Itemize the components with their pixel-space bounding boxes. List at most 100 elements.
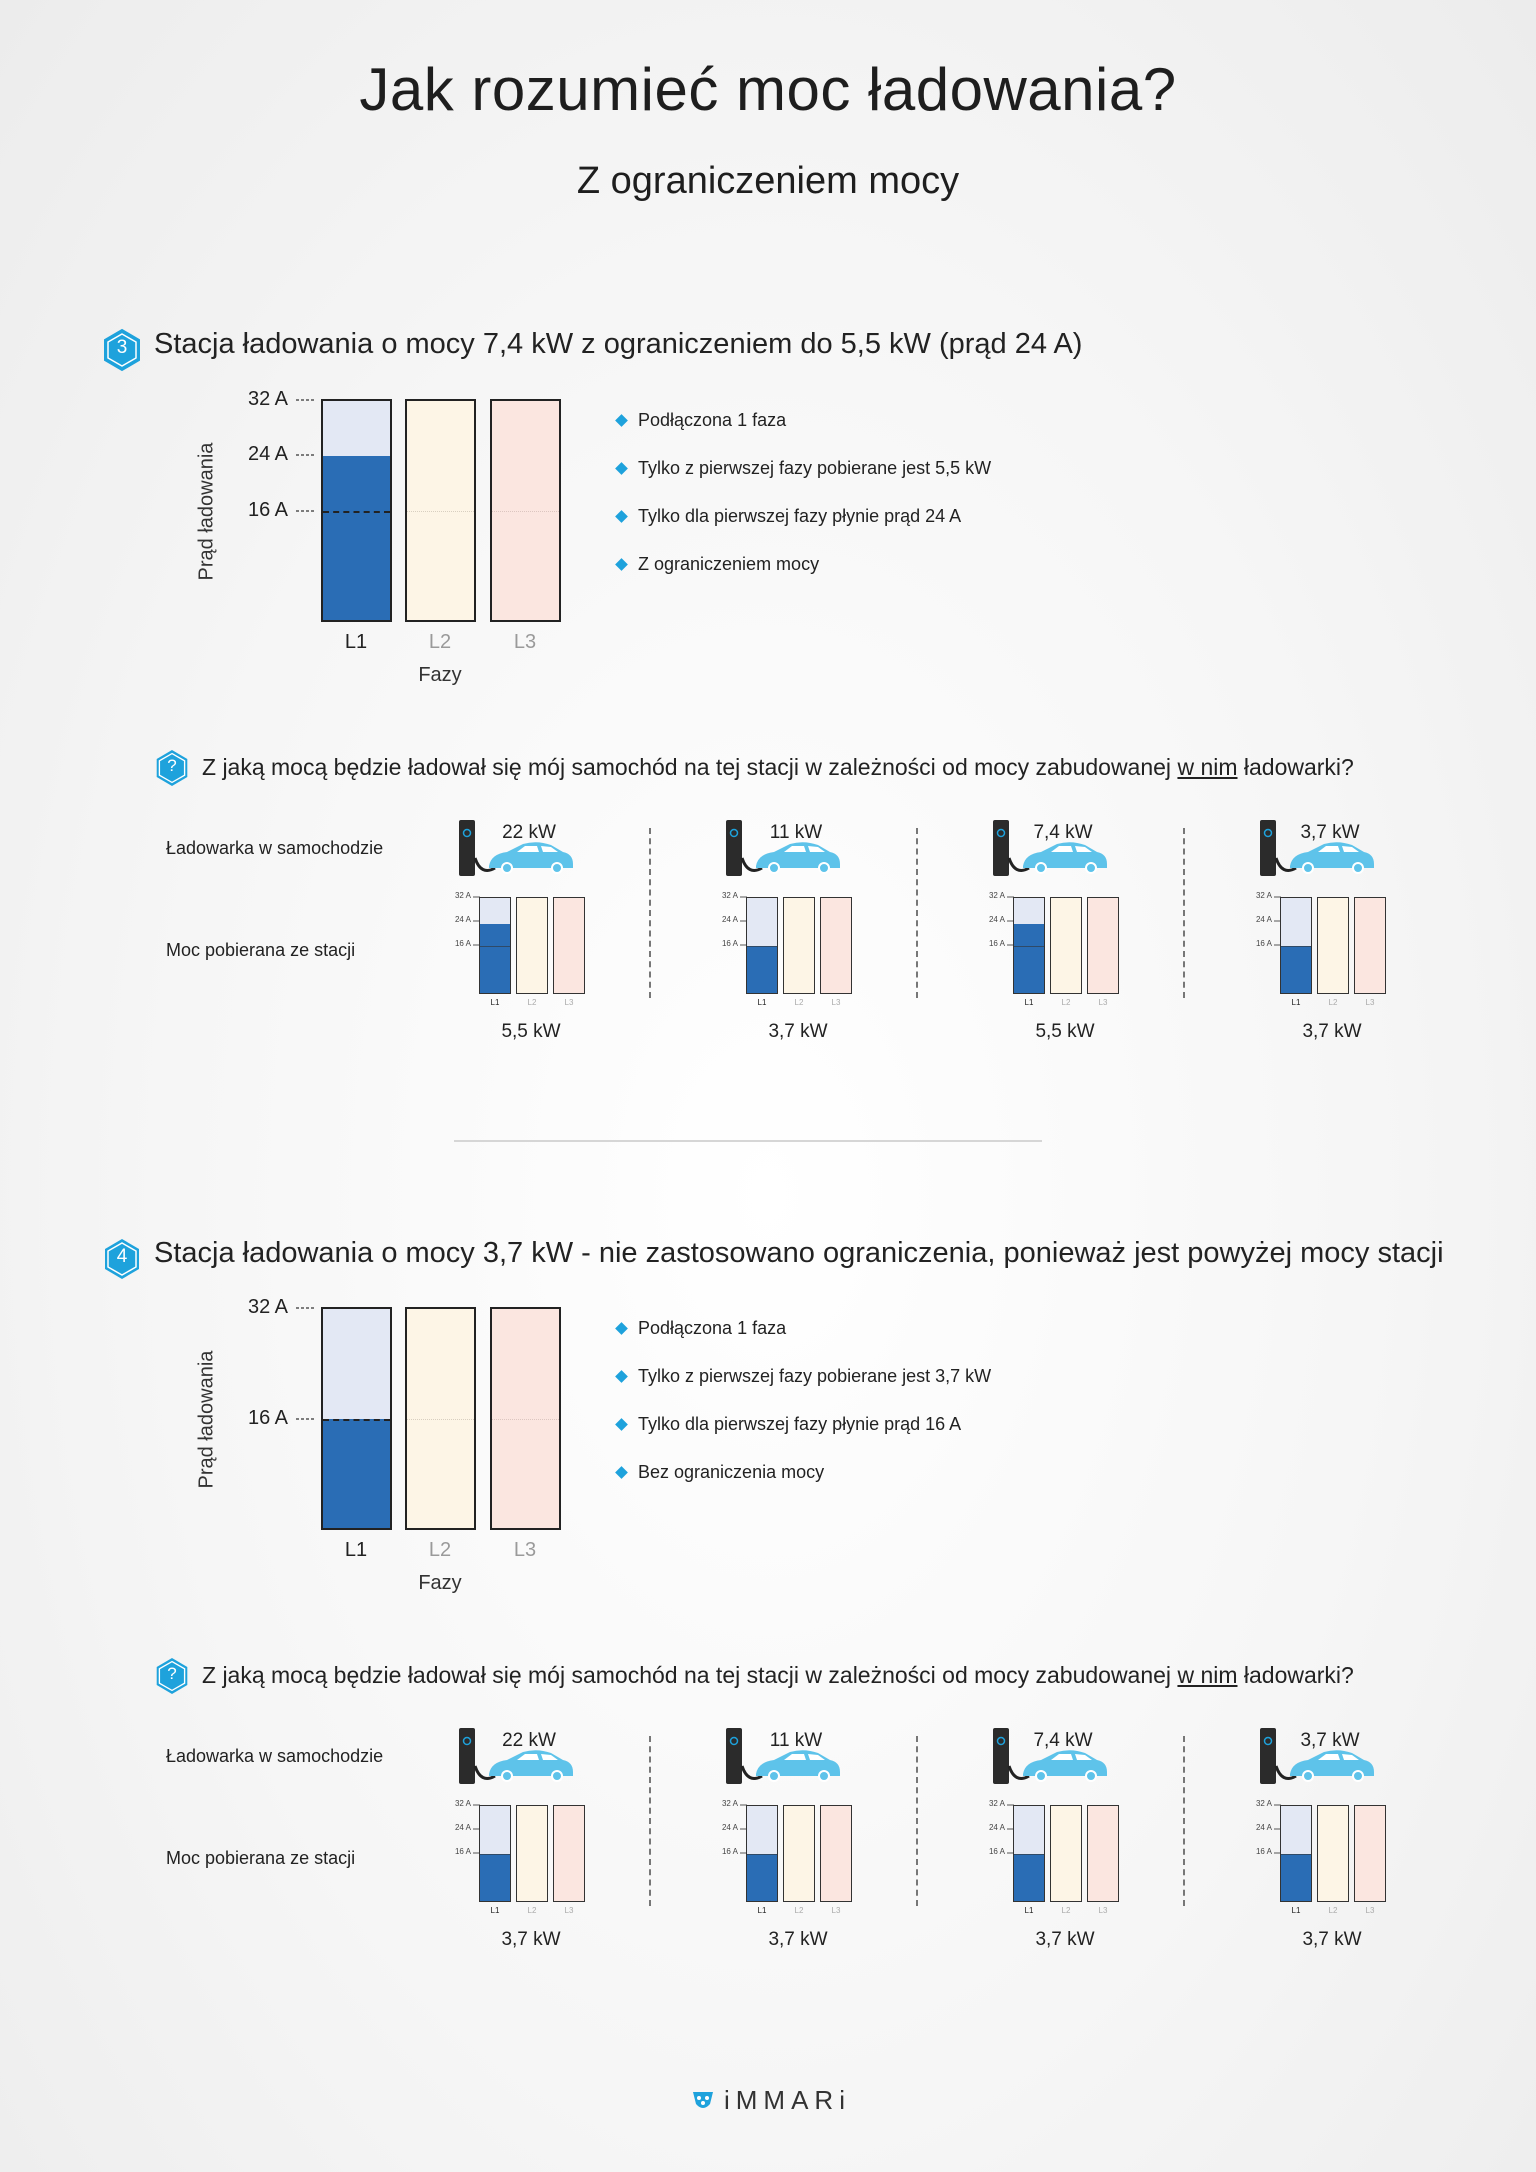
mini-16a-line — [1281, 1854, 1311, 1855]
result-power-label: 5,5 kW — [1035, 1021, 1095, 1042]
page-title: Jak rozumieć moc ładowania? — [359, 56, 1177, 123]
question-text: Z jaką mocą będzie ładował się mój samoc… — [202, 1662, 1354, 1688]
charger-car-icon — [726, 820, 840, 876]
mini-phase-label-l2: L2 — [1061, 1906, 1071, 1915]
mini-phase-bar-l2 — [516, 1805, 548, 1902]
charger-power-label: 3,7 kW — [1300, 822, 1360, 843]
mini-tick-marks — [1274, 1804, 1281, 1854]
scenario-separator — [916, 828, 918, 998]
mini-tick-label: 24 A — [988, 915, 1005, 924]
mini-tick-marks — [1007, 896, 1014, 946]
phase-label-l3: L3 — [513, 631, 537, 653]
mini-tick-label: 24 A — [1255, 915, 1272, 924]
phase-bar-l1 — [321, 1307, 392, 1530]
section-number: 3 — [116, 337, 128, 358]
mini-tick-label: 16 A — [721, 939, 738, 948]
bullet-item: Bez ograniczenia mocy — [615, 1462, 824, 1483]
mini-phase-label-l1: L1 — [757, 998, 767, 1007]
y-axis-label: Prąd ładowania — [195, 442, 218, 581]
result-power-label: 3,7 kW — [768, 1929, 828, 1950]
question-badge: ? — [154, 748, 190, 793]
mini-phase-bar-l3 — [820, 1805, 852, 1902]
charger-car-icon — [459, 1728, 573, 1784]
mini-phase-bar-l3 — [820, 897, 852, 994]
mini-phase-bar-l1 — [479, 897, 511, 994]
mini-phase-label-l3: L3 — [831, 998, 841, 1007]
question-hexagon-icon — [156, 750, 188, 786]
mini-tick-label: 16 A — [1255, 939, 1272, 948]
row-label-power: Moc pobierana ze stacji — [166, 940, 356, 960]
mini-tick-marks — [473, 1804, 480, 1854]
mini-phase-bar-l1 — [1013, 1805, 1045, 1902]
section-divider — [454, 1140, 1042, 1142]
charger-car-icon — [459, 820, 573, 876]
mini-phase-fill-l1 — [1281, 1854, 1311, 1901]
scenario-separator — [1183, 1736, 1185, 1906]
phase-label-l1: L1 — [344, 631, 368, 653]
tick-marks — [296, 1307, 314, 1420]
bullet-item: Tylko dla pierwszej fazy płynie prąd 24 … — [615, 506, 961, 527]
mini-phase-label-l2: L2 — [1328, 1906, 1338, 1915]
mini-phase-label-l2: L2 — [794, 1906, 804, 1915]
phase-label-l3: L3 — [513, 1539, 537, 1561]
phase-bar-l3 — [490, 1307, 561, 1530]
mini-tick-label: 16 A — [1255, 1847, 1272, 1856]
tick-label: 16 A — [247, 1407, 288, 1429]
charger-power-label: 11 kW — [769, 822, 823, 843]
tick-label: 24 A — [247, 443, 288, 465]
mini-phase-label-l3: L3 — [564, 998, 574, 1007]
mini-phase-bar-l2 — [1050, 1805, 1082, 1902]
mini-tick-label: 32 A — [721, 891, 738, 900]
phase-bar-l3 — [490, 399, 561, 622]
bullet-item: Tylko z pierwszej fazy pobierane jest 5,… — [615, 458, 991, 479]
mini-phase-label-l3: L3 — [831, 1906, 841, 1915]
mini-phase-label-l3: L3 — [1365, 1906, 1375, 1915]
mini-tick-label: 32 A — [454, 891, 471, 900]
mini-tick-label: 24 A — [454, 915, 471, 924]
mini-tick-label: 24 A — [454, 1823, 471, 1832]
phase-label-l2: L2 — [428, 631, 452, 653]
mini-phase-label-l3: L3 — [1365, 998, 1375, 1007]
mini-tick-label: 24 A — [721, 915, 738, 924]
mini-phase-label-l3: L3 — [564, 1906, 574, 1915]
tick-label: 32 A — [247, 388, 288, 410]
diamond-bullet-icon — [615, 1466, 628, 1479]
mini-tick-label: 16 A — [988, 939, 1005, 948]
mini-phase-fill-l1 — [747, 1854, 777, 1901]
diamond-bullet-icon — [615, 414, 628, 427]
mini-phase-bar-l3 — [1087, 1805, 1119, 1902]
charger-car-icon — [1260, 820, 1374, 876]
charger-car-icon — [1260, 1728, 1374, 1784]
section-number: 4 — [116, 1246, 128, 1267]
mini-phase-label-l2: L2 — [527, 1906, 537, 1915]
footer-logo: iMMARi — [690, 2085, 851, 2116]
charger-power-label: 7,4 kW — [1033, 1730, 1093, 1751]
hexagon-icon — [105, 1239, 139, 1279]
phase-fill-l1 — [323, 1418, 390, 1528]
section-3-number-badge: 3 — [102, 328, 142, 377]
phase-bar-l1 — [321, 399, 392, 622]
mini-phase-label-l1: L1 — [490, 1906, 500, 1915]
charger-power-label: 3,7 kW — [1300, 1730, 1360, 1751]
16a-line — [407, 1419, 474, 1420]
16a-line — [323, 511, 390, 513]
charger-power-label: 22 kW — [502, 1730, 556, 1751]
mini-16a-line — [480, 1854, 510, 1855]
scenario-separator — [649, 828, 651, 998]
tick-label: 32 A — [247, 1296, 288, 1318]
mini-tick-label: 16 A — [454, 1847, 471, 1856]
mini-phase-bar-l1 — [746, 897, 778, 994]
charger-car-icon — [993, 1728, 1107, 1784]
mini-phase-bar-l2 — [1317, 897, 1349, 994]
section-4-number-badge: 4 — [102, 1237, 142, 1286]
mini-phase-bar-l1 — [1013, 897, 1045, 994]
diamond-bullet-icon — [615, 558, 628, 571]
mini-tick-label: 24 A — [988, 1823, 1005, 1832]
tick-label: 16 A — [247, 499, 288, 521]
mini-phase-label-l1: L1 — [1291, 998, 1301, 1007]
mini-phase-label-l1: L1 — [757, 1906, 767, 1915]
mini-phase-fill-l1 — [747, 946, 777, 993]
mini-phase-bar-l2 — [783, 1805, 815, 1902]
16a-line — [492, 1419, 559, 1420]
scenario-separator — [1183, 828, 1185, 998]
